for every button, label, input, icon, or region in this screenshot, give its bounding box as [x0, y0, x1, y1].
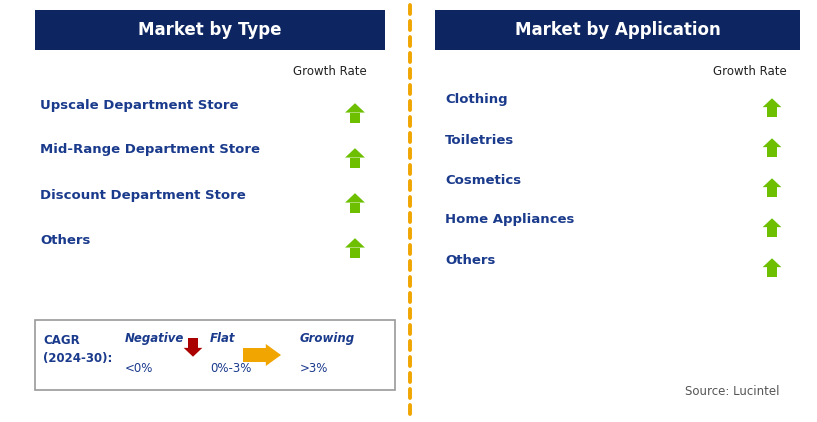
Polygon shape: [355, 362, 365, 373]
Polygon shape: [243, 349, 266, 362]
Polygon shape: [350, 203, 360, 213]
Polygon shape: [762, 218, 781, 227]
Polygon shape: [767, 267, 777, 277]
Polygon shape: [762, 98, 781, 107]
Text: Others: Others: [40, 233, 91, 246]
Text: <0%: <0%: [125, 362, 154, 375]
Polygon shape: [762, 138, 781, 147]
Polygon shape: [350, 157, 360, 168]
Text: Toiletries: Toiletries: [445, 133, 514, 146]
Text: Mid-Range Department Store: Mid-Range Department Store: [40, 143, 260, 157]
Text: Market by Type: Market by Type: [138, 21, 282, 39]
Polygon shape: [762, 258, 781, 267]
Polygon shape: [767, 227, 777, 237]
Text: >3%: >3%: [300, 362, 328, 375]
Text: Flat: Flat: [210, 332, 235, 345]
Text: 0%-3%: 0%-3%: [210, 362, 252, 375]
Polygon shape: [762, 179, 781, 187]
Text: Upscale Department Store: Upscale Department Store: [40, 98, 239, 111]
FancyBboxPatch shape: [35, 320, 395, 390]
Polygon shape: [345, 148, 365, 157]
Text: Growth Rate: Growth Rate: [293, 65, 367, 78]
Polygon shape: [350, 248, 360, 258]
Text: Others: Others: [445, 254, 495, 267]
Text: Cosmetics: Cosmetics: [445, 173, 521, 187]
Text: Home Appliances: Home Appliances: [445, 214, 574, 227]
Polygon shape: [350, 113, 360, 123]
Polygon shape: [350, 353, 370, 362]
Polygon shape: [345, 103, 365, 113]
Text: CAGR: CAGR: [43, 334, 80, 347]
Text: (2024-30):: (2024-30):: [43, 352, 113, 365]
Polygon shape: [184, 348, 203, 357]
Text: Source: Lucintel: Source: Lucintel: [685, 385, 780, 398]
Polygon shape: [767, 107, 777, 117]
Text: Discount Department Store: Discount Department Store: [40, 189, 246, 201]
Polygon shape: [767, 187, 777, 197]
Polygon shape: [767, 147, 777, 157]
Text: Growth Rate: Growth Rate: [713, 65, 787, 78]
FancyBboxPatch shape: [435, 10, 800, 50]
Polygon shape: [345, 238, 365, 248]
Polygon shape: [188, 338, 198, 348]
Polygon shape: [345, 193, 365, 203]
Text: Growing: Growing: [300, 332, 355, 345]
FancyBboxPatch shape: [35, 10, 385, 50]
Text: Market by Application: Market by Application: [515, 21, 721, 39]
Text: Clothing: Clothing: [445, 94, 507, 106]
Polygon shape: [266, 344, 281, 366]
Text: Negative: Negative: [125, 332, 185, 345]
